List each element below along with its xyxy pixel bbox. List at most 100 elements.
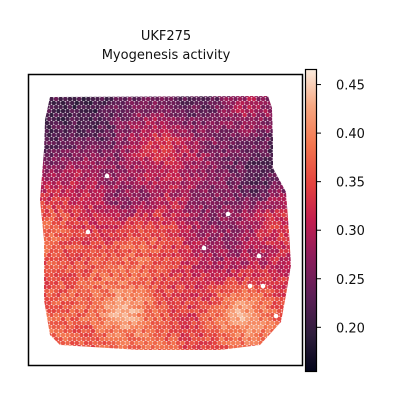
spot [46, 260, 52, 266]
spot [159, 160, 165, 166]
spot [148, 292, 153, 298]
spot [235, 324, 241, 330]
spot [180, 292, 185, 298]
spot [157, 108, 162, 114]
spot [104, 184, 109, 190]
spot [127, 160, 132, 166]
spot [267, 228, 273, 234]
spot [286, 260, 291, 266]
spot [210, 288, 215, 294]
spot [180, 308, 185, 314]
spot [148, 220, 153, 226]
colorbar-tick-label: 0.30 [336, 224, 365, 239]
spot [65, 340, 70, 346]
spot [253, 108, 259, 114]
spot [210, 240, 215, 246]
spot [72, 144, 77, 150]
spot [263, 204, 268, 210]
spot [125, 188, 130, 194]
spot [228, 120, 234, 126]
spot [189, 124, 195, 130]
spot [164, 144, 169, 150]
spot [265, 208, 270, 214]
spot [166, 228, 172, 234]
spot [274, 296, 280, 302]
spot [115, 244, 121, 250]
spot [159, 120, 165, 126]
spot [65, 220, 70, 226]
spot [90, 112, 96, 118]
spot [106, 300, 112, 306]
spot [92, 268, 98, 274]
spot [106, 316, 112, 322]
spot [49, 264, 54, 270]
spot [276, 308, 282, 314]
spot [159, 288, 165, 294]
spot [111, 204, 116, 210]
spot [189, 284, 195, 290]
spot [40, 192, 45, 198]
spot [95, 120, 100, 126]
spot [235, 108, 241, 114]
spot [233, 200, 238, 206]
spot [198, 228, 204, 234]
spot [205, 248, 211, 254]
spot [226, 276, 231, 282]
spot [125, 140, 130, 146]
spot [253, 300, 259, 306]
spot [67, 288, 73, 294]
spot [113, 128, 119, 134]
spot [79, 236, 84, 242]
spot [104, 320, 109, 326]
spot [72, 240, 77, 246]
spot [60, 300, 66, 306]
spot [168, 232, 174, 238]
spot [53, 312, 59, 318]
spot [88, 172, 93, 178]
spot [258, 100, 264, 106]
spot [92, 220, 98, 226]
spot [214, 288, 220, 294]
spot [76, 192, 82, 198]
spot [191, 248, 197, 254]
spot [244, 116, 250, 122]
spot [72, 296, 77, 302]
spot [109, 208, 114, 214]
spot [109, 328, 114, 334]
spot [219, 344, 224, 350]
spot [256, 128, 261, 134]
spot [63, 272, 68, 278]
spot [272, 252, 277, 258]
spot [69, 148, 75, 154]
spot [49, 176, 54, 182]
spot [217, 156, 222, 162]
spot [251, 192, 257, 198]
spot [104, 160, 109, 166]
spot [99, 288, 105, 294]
spot [141, 104, 146, 110]
spot [272, 268, 277, 274]
spot [198, 292, 204, 298]
missing-spot [201, 245, 207, 251]
spot [102, 164, 107, 170]
spot [178, 104, 183, 110]
spot [175, 252, 181, 258]
spot [49, 96, 54, 102]
spot [136, 344, 142, 350]
spot [104, 240, 109, 246]
spot [63, 128, 68, 134]
spot [125, 340, 130, 346]
spot [83, 156, 89, 162]
spot [212, 204, 218, 210]
spot [125, 108, 130, 114]
spot [152, 220, 158, 226]
spot [182, 288, 188, 294]
spot [161, 236, 167, 242]
spot [247, 120, 252, 126]
spot [205, 272, 211, 278]
spot [253, 284, 259, 290]
spot [219, 320, 224, 326]
spot [74, 276, 80, 282]
spot [265, 184, 270, 190]
spot [272, 220, 277, 226]
